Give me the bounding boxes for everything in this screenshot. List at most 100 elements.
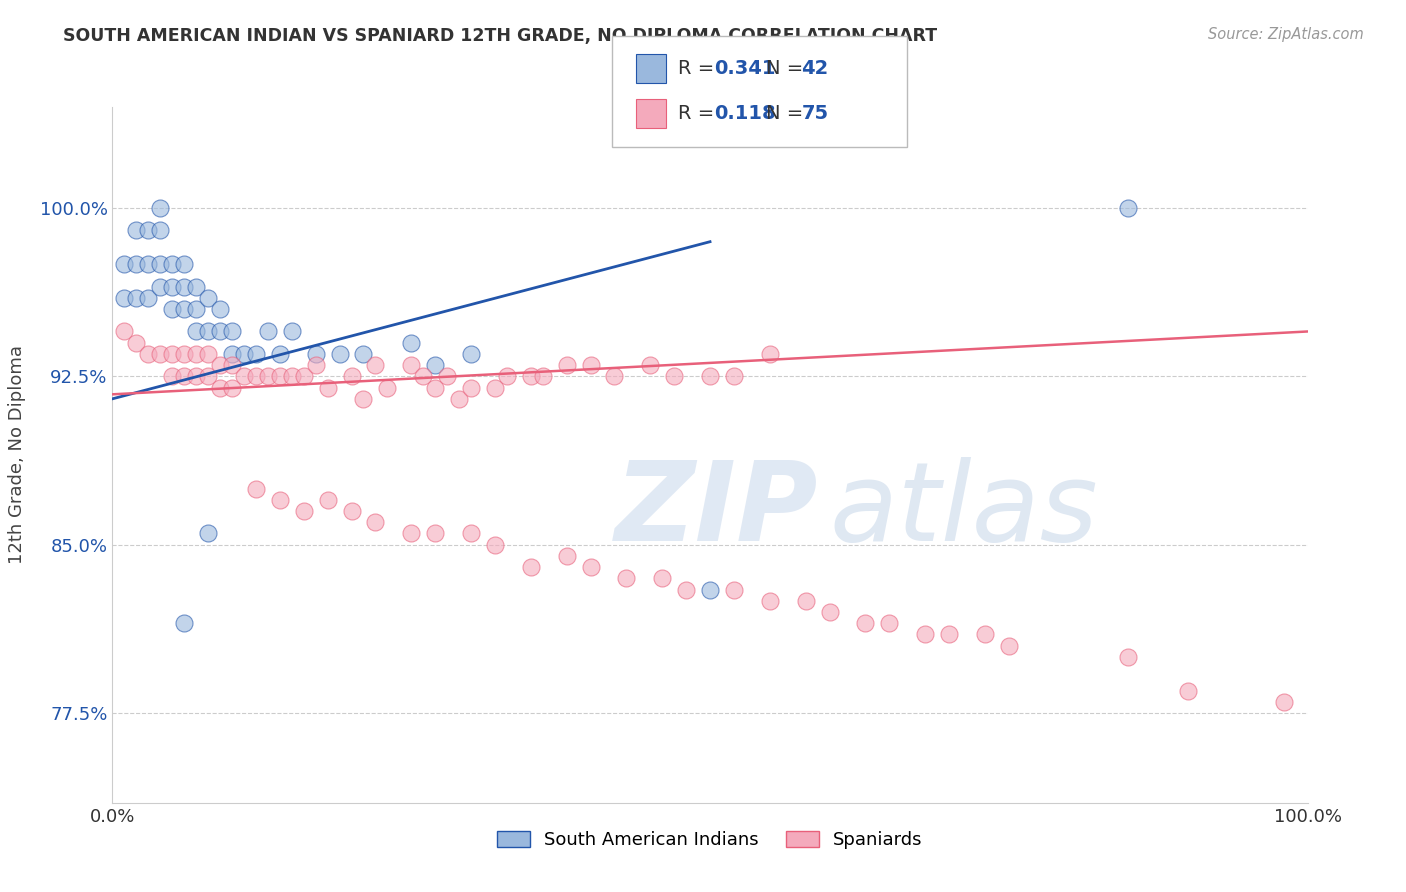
Point <box>675 582 697 597</box>
Point <box>640 358 662 372</box>
Point <box>173 257 195 271</box>
Point <box>138 347 160 361</box>
Point <box>555 549 578 563</box>
Point <box>197 369 219 384</box>
Point <box>269 347 291 361</box>
Point <box>197 325 219 339</box>
Point <box>149 279 172 293</box>
Legend: South American Indians, Spaniards: South American Indians, Spaniards <box>491 823 929 856</box>
Point <box>329 347 352 361</box>
Point <box>699 582 721 597</box>
Point <box>316 381 339 395</box>
Point <box>664 369 686 384</box>
Point <box>138 291 160 305</box>
Text: 75: 75 <box>801 103 828 123</box>
Point <box>292 369 315 384</box>
Point <box>209 358 232 372</box>
Point <box>879 616 901 631</box>
Point <box>221 381 243 395</box>
Point <box>520 560 543 574</box>
Point <box>186 325 208 339</box>
Point <box>603 369 626 384</box>
Point <box>412 369 434 384</box>
Point <box>316 492 339 507</box>
Point <box>221 358 243 372</box>
Point <box>364 358 387 372</box>
Point <box>162 257 183 271</box>
Text: 42: 42 <box>801 59 828 78</box>
Point <box>125 335 148 350</box>
Text: R =: R = <box>678 59 720 78</box>
Point <box>340 504 363 518</box>
Text: N =: N = <box>766 59 810 78</box>
Point <box>245 482 267 496</box>
Point <box>305 358 328 372</box>
Point <box>531 369 554 384</box>
Point <box>125 223 148 237</box>
Point <box>125 291 148 305</box>
Point <box>197 291 219 305</box>
Point <box>233 369 256 384</box>
Point <box>186 301 208 316</box>
Point <box>114 291 135 305</box>
Point <box>818 605 841 619</box>
Point <box>209 301 232 316</box>
Point <box>794 594 817 608</box>
Point <box>1118 649 1140 664</box>
Point <box>114 257 135 271</box>
Point <box>460 381 482 395</box>
Point <box>555 358 578 372</box>
Point <box>377 381 399 395</box>
Point <box>759 594 782 608</box>
Point <box>364 515 387 529</box>
Point <box>425 381 447 395</box>
Point <box>125 257 148 271</box>
Point <box>484 538 506 552</box>
Point <box>209 381 232 395</box>
Point <box>269 492 291 507</box>
Point <box>520 369 543 384</box>
Point <box>484 381 506 395</box>
Point <box>401 358 423 372</box>
Point <box>723 369 745 384</box>
Text: SOUTH AMERICAN INDIAN VS SPANIARD 12TH GRADE, NO DIPLOMA CORRELATION CHART: SOUTH AMERICAN INDIAN VS SPANIARD 12TH G… <box>63 27 938 45</box>
Text: Source: ZipAtlas.com: Source: ZipAtlas.com <box>1208 27 1364 42</box>
Point <box>305 347 328 361</box>
Point <box>292 504 315 518</box>
Point <box>616 571 638 585</box>
Point <box>651 571 673 585</box>
Point <box>173 279 195 293</box>
Point <box>114 325 135 339</box>
Point <box>281 369 304 384</box>
Point <box>149 347 172 361</box>
Point <box>162 369 183 384</box>
Point <box>162 279 183 293</box>
Point <box>699 369 721 384</box>
Point <box>197 347 219 361</box>
Text: 0.341: 0.341 <box>714 59 776 78</box>
Text: atlas: atlas <box>830 457 1098 564</box>
Point <box>186 347 208 361</box>
Point <box>197 526 219 541</box>
Point <box>245 369 267 384</box>
Point <box>1272 695 1295 709</box>
Point <box>460 526 482 541</box>
Point <box>425 526 447 541</box>
Point <box>281 325 304 339</box>
Point <box>436 369 458 384</box>
Point <box>340 369 363 384</box>
Point <box>579 358 602 372</box>
Point <box>149 223 172 237</box>
Point <box>269 369 291 384</box>
Point <box>938 627 960 641</box>
Point <box>162 347 183 361</box>
Text: 0.118: 0.118 <box>714 103 776 123</box>
Point <box>460 347 482 361</box>
Point <box>496 369 519 384</box>
Point <box>723 582 745 597</box>
Point <box>998 639 1021 653</box>
Point <box>425 358 447 372</box>
Point <box>401 526 423 541</box>
Point <box>447 392 470 406</box>
Point <box>579 560 602 574</box>
